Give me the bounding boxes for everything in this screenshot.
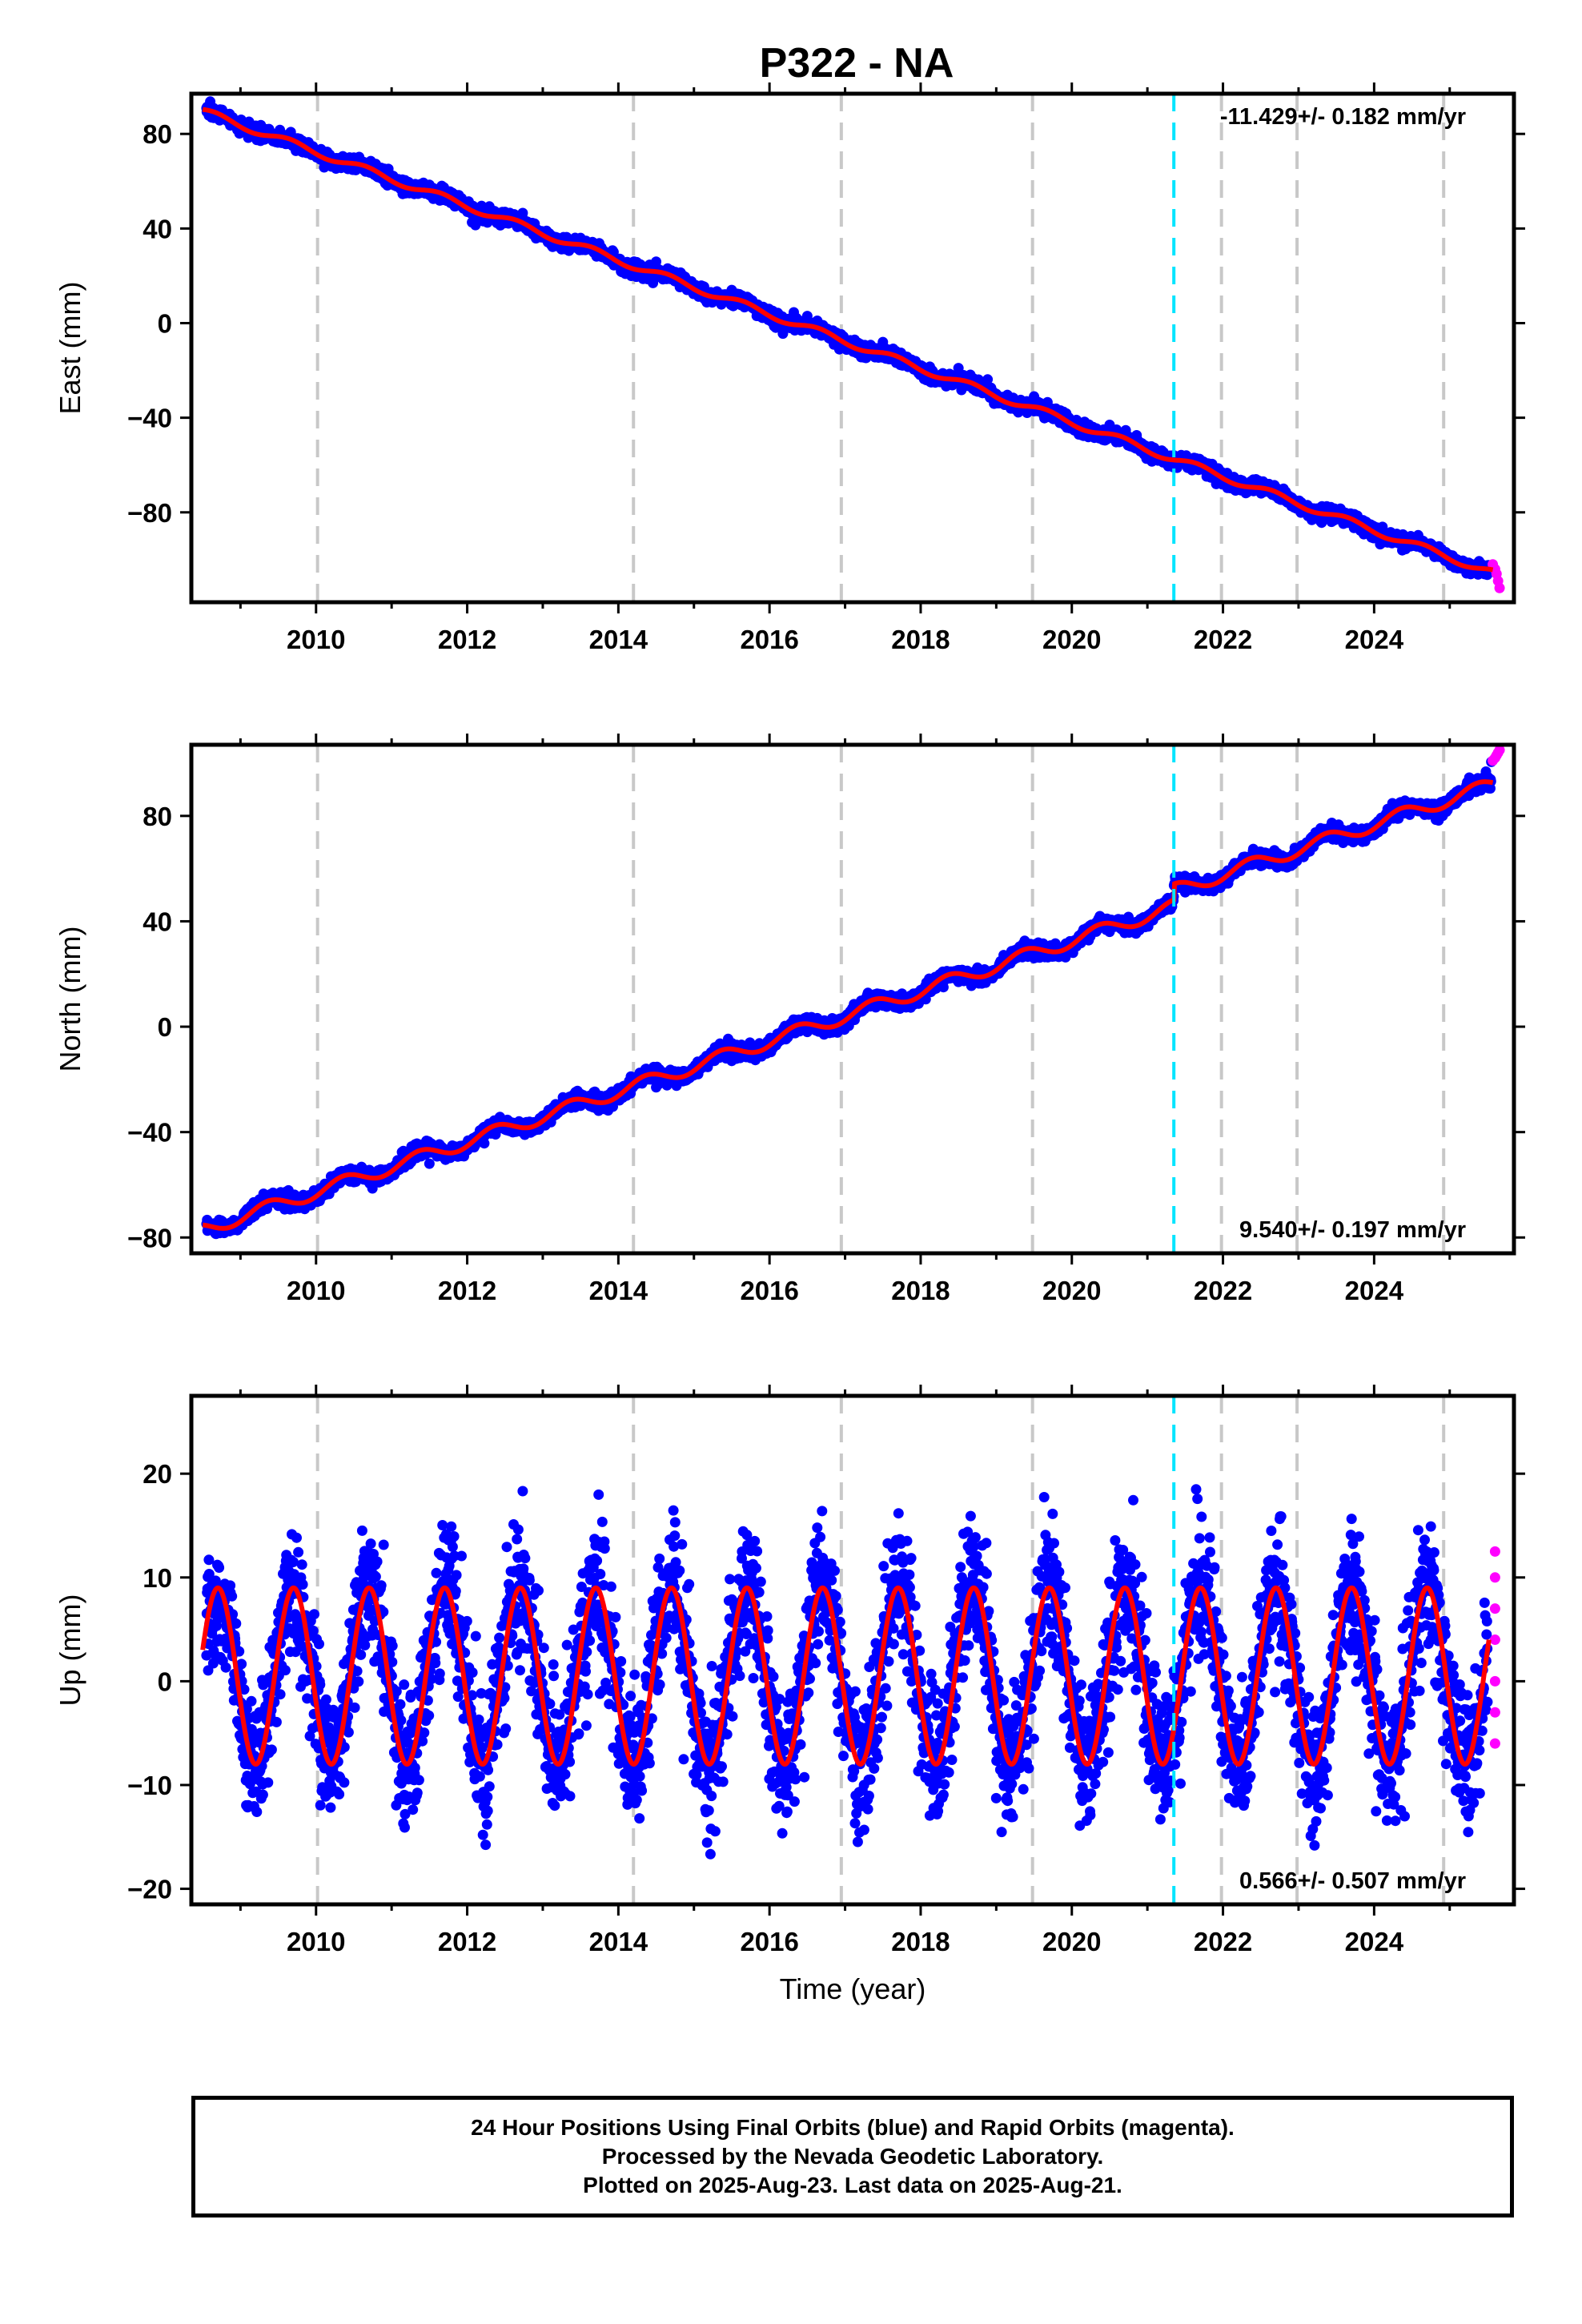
final-orbit-point	[575, 232, 586, 243]
final-orbit-point	[1104, 419, 1115, 430]
final-orbit-point	[726, 284, 737, 296]
final-orbit-point	[424, 179, 435, 191]
figure-title: P322 - NA	[760, 40, 954, 86]
final-orbit-point	[517, 207, 528, 219]
final-orbit-point	[479, 1138, 490, 1149]
plot-area	[201, 745, 1505, 1253]
x-tick-label: 2016	[740, 625, 798, 654]
final-orbit-point	[651, 256, 662, 267]
north-panel: 2010 2012 2014 2016 2018 2020 2022 2024−80−4004…	[54, 734, 1525, 1305]
y-tick-label: 80	[143, 119, 172, 149]
model-fit-line	[202, 107, 1494, 573]
x-tick-label: 2020	[1042, 625, 1101, 654]
final-orbit-point	[348, 152, 359, 163]
plot-frame	[189, 91, 1516, 605]
final-orbit-point	[1255, 476, 1267, 487]
plot-area	[201, 94, 1505, 602]
y-tick-label: −80	[127, 498, 172, 528]
x-tick-label: 2014	[589, 625, 648, 654]
x-tick-label: 2010	[287, 625, 345, 654]
x-tick-label: 2024	[1345, 625, 1404, 654]
rapid-orbit-point	[1494, 582, 1505, 593]
velocity-label: -11.429+/- 0.182 mm/yr	[1220, 104, 1466, 130]
final-orbit-point	[1029, 391, 1040, 402]
final-orbit-point	[982, 374, 994, 385]
east-panel: 2010 2012 2014 2016 2018 2020 2022 2024 −80 −40 0 4…	[54, 82, 1525, 654]
x-tick-label: 2018	[891, 625, 950, 654]
y-tick-label: 40	[143, 214, 172, 243]
y-tick-label: −40	[127, 404, 172, 433]
y-tick-label: 0	[158, 308, 172, 338]
rapid-orbit-points	[1488, 559, 1505, 593]
final-orbit-point	[953, 363, 964, 374]
x-tick-label: 2022	[1194, 625, 1252, 654]
x-tick-label: 2012	[438, 625, 496, 654]
final-orbit-point	[500, 207, 511, 218]
final-orbit-point	[801, 311, 813, 322]
final-orbit-point	[877, 336, 889, 348]
y-axis-label: East (mm)	[54, 282, 86, 415]
